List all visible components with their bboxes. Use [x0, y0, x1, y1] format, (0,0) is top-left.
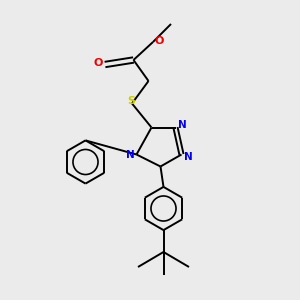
Text: O: O [155, 35, 164, 46]
Text: S: S [127, 95, 135, 106]
Text: N: N [125, 149, 134, 160]
Text: N: N [184, 152, 193, 162]
Text: N: N [178, 120, 187, 130]
Text: O: O [94, 58, 103, 68]
